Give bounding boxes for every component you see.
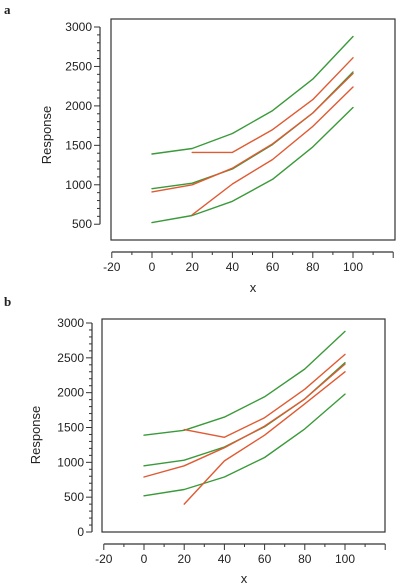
- panel-a-y-tick-label: 3000: [65, 20, 92, 34]
- panel-a-series-line-6: [191, 86, 354, 216]
- panel-a-plot-frame: [110, 18, 396, 241]
- panel-a-x-tick-label: 20: [186, 260, 200, 274]
- panel-b-series-line-6: [183, 371, 346, 505]
- panel-b-y-tick-label: 3000: [57, 316, 84, 330]
- panel-a-series-line-1: [151, 35, 354, 155]
- panel-a-y-tick-label: 1000: [65, 178, 92, 192]
- panel-b-x-tick-label: 60: [258, 552, 272, 566]
- panel-a-x-axis-label: x: [250, 280, 257, 295]
- panel-a-y-ticks: 500 1000 1500 2000 2500 3000: [65, 20, 101, 231]
- panel-b-y-tick-label: 0: [77, 525, 84, 539]
- panel-b-y-tick-label: 500: [64, 490, 84, 504]
- panel-b-x-tick-label: 100: [335, 552, 355, 566]
- panel-a-letter: a: [4, 2, 11, 17]
- panel-a-series: [151, 35, 354, 224]
- panel-a-y-axis-label: Response: [39, 106, 54, 165]
- panel-a-x-tick-label: 40: [226, 260, 240, 274]
- panel-b-series-line-2: [143, 362, 346, 467]
- panel-b-y-axis-label: Response: [28, 406, 43, 465]
- panel-b-series: [143, 330, 346, 505]
- panel-a-x-tick-label: 60: [266, 260, 280, 274]
- panel-b-x-tick-label: 0: [141, 552, 148, 566]
- panel-a-series-line-3: [151, 106, 354, 224]
- panel-a-x-ticks: -20 0 20 40 60 80 100: [103, 251, 394, 274]
- panel-b-y-tick-label: 1000: [57, 455, 84, 469]
- panel-a-series-line-4: [191, 57, 354, 154]
- panel-b-x-tick-label: 20: [178, 552, 192, 566]
- panel-a-y-tick-label: 500: [72, 217, 92, 231]
- panel-b-letter: b: [4, 294, 11, 309]
- panel-b: b 0 500 1000 1500 2000 2500 3000 -20 0 20 40 60 80 1…: [4, 294, 386, 586]
- panel-b-y-tick-label: 1500: [57, 421, 84, 435]
- panel-b-x-axis-label: x: [241, 571, 248, 586]
- panel-b-series-line-1: [143, 330, 346, 436]
- panel-b-series-line-3: [143, 393, 346, 497]
- panel-b-y-tick-label: 2000: [57, 386, 84, 400]
- panel-b-series-line-5: [143, 363, 346, 478]
- panel-a-x-tick-label: 80: [306, 260, 320, 274]
- panel-b-x-ticks: -20 0 20 40 60 80 100: [95, 543, 386, 566]
- panel-a-x-tick-label: 0: [149, 260, 156, 274]
- panel-a-y-tick-label: 2000: [65, 99, 92, 113]
- panel-a-x-tick-label: 100: [343, 260, 363, 274]
- panel-a: a 500 1000 1500 2000 2500 3000 -20 0 20 40 60 80 10…: [4, 2, 396, 295]
- panel-b-series-line-4: [183, 353, 346, 438]
- panel-b-y-ticks: 0 500 1000 1500 2000 2500 3000: [57, 316, 93, 539]
- panel-b-x-tick-label: 40: [218, 552, 232, 566]
- panel-a-y-tick-label: 2500: [65, 59, 92, 73]
- panel-a-series-line-5: [151, 72, 354, 193]
- panel-a-y-tick-label: 1500: [65, 138, 92, 152]
- panel-b-x-tick-label: -20: [95, 552, 113, 566]
- panel-b-x-tick-label: 80: [298, 552, 312, 566]
- panel-a-x-tick-label: -20: [103, 260, 121, 274]
- panel-b-plot-frame: [101, 318, 386, 533]
- panel-b-y-tick-label: 2500: [57, 351, 84, 365]
